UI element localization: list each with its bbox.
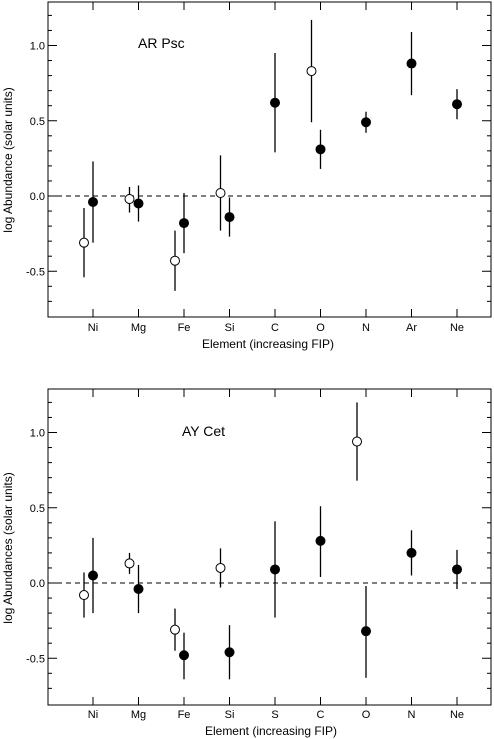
filled-data-point bbox=[406, 547, 417, 558]
filled-data-point bbox=[133, 584, 144, 595]
filled-data-point bbox=[270, 97, 280, 108]
x-tick-label: Fe bbox=[178, 322, 191, 334]
x-tick-label: Si bbox=[225, 709, 235, 721]
x-tick-label: Ne bbox=[450, 709, 464, 721]
open-data-point bbox=[170, 624, 180, 635]
x-tick-label: Mg bbox=[131, 322, 146, 334]
plot-frame bbox=[47, 1, 492, 318]
y-tick-label: 1.0 bbox=[30, 428, 45, 440]
panel-ay-cet: AY Cet Element (increasing FIP) log Abun… bbox=[1, 388, 492, 738]
filled-data-point bbox=[452, 564, 462, 575]
x-axis-title: Element (increasing FIP) bbox=[205, 724, 337, 738]
plot-frame bbox=[47, 388, 492, 706]
x-axis-title: Element (increasing FIP) bbox=[202, 337, 334, 351]
filled-data-point bbox=[179, 218, 189, 229]
panel-title: AY Cet bbox=[182, 423, 225, 439]
filled-data-point bbox=[224, 647, 235, 658]
open-data-point bbox=[215, 187, 226, 198]
filled-data-point bbox=[315, 144, 326, 155]
open-data-point bbox=[79, 590, 89, 601]
filled-data-point bbox=[452, 99, 462, 110]
y-tick-label: 0.5 bbox=[30, 503, 45, 515]
x-tick-label: Si bbox=[225, 322, 235, 334]
filled-data-point bbox=[88, 570, 98, 581]
plot-marks: -0.5 0.0 0.5 1.0 Ni Mg Fe Si C O N Ar Ne bbox=[26, 2, 491, 334]
open-data-point bbox=[352, 436, 362, 447]
open-data-point bbox=[124, 194, 135, 205]
x-tick-label: Ne bbox=[450, 322, 464, 334]
x-tick-label: S bbox=[271, 709, 278, 721]
x-tick-label: N bbox=[362, 322, 370, 334]
x-tick-label: C bbox=[271, 322, 279, 334]
open-data-point bbox=[170, 255, 180, 266]
y-tick-label: 0.5 bbox=[30, 116, 45, 128]
x-tick-label: O bbox=[316, 322, 325, 334]
open-data-point bbox=[79, 237, 89, 248]
x-tick-label: Ni bbox=[88, 709, 98, 721]
x-tick-label: Ni bbox=[88, 322, 98, 334]
x-tick-label: N bbox=[408, 709, 416, 721]
y-tick-label: 0.0 bbox=[30, 578, 45, 590]
x-tick-label: Ar bbox=[406, 322, 417, 334]
x-tick-label: Fe bbox=[178, 709, 191, 721]
y-tick-label: 1.0 bbox=[30, 41, 45, 53]
filled-data-point bbox=[406, 58, 417, 69]
filled-data-point bbox=[133, 198, 144, 209]
y-tick-label: -0.5 bbox=[26, 653, 45, 665]
y-axis-title: log Abundance (solar units) bbox=[1, 87, 15, 232]
y-tick-label: 0.0 bbox=[30, 191, 45, 203]
filled-data-point bbox=[315, 535, 326, 546]
x-tick-label: O bbox=[362, 709, 371, 721]
filled-data-point bbox=[179, 650, 189, 661]
open-data-point bbox=[306, 66, 317, 77]
filled-data-point bbox=[361, 626, 371, 637]
open-data-point bbox=[124, 558, 135, 569]
panel-ar-psc: AR Psc Element (increasing FIP) log Abun… bbox=[1, 1, 492, 351]
filled-data-point bbox=[224, 212, 235, 223]
y-tick-label: -0.5 bbox=[26, 266, 45, 278]
x-tick-label: C bbox=[317, 709, 325, 721]
filled-data-point bbox=[361, 117, 371, 128]
plot-marks: -0.5 0.0 0.5 1.0 Ni Mg Fe Si S C O N Ne bbox=[26, 389, 491, 721]
panel-title: AR Psc bbox=[138, 35, 185, 51]
filled-data-point bbox=[270, 564, 280, 575]
x-tick-label: Mg bbox=[131, 709, 146, 721]
filled-data-point bbox=[88, 197, 98, 208]
y-axis-title: log Abundances (solar units) bbox=[1, 472, 15, 623]
open-data-point bbox=[215, 562, 226, 573]
